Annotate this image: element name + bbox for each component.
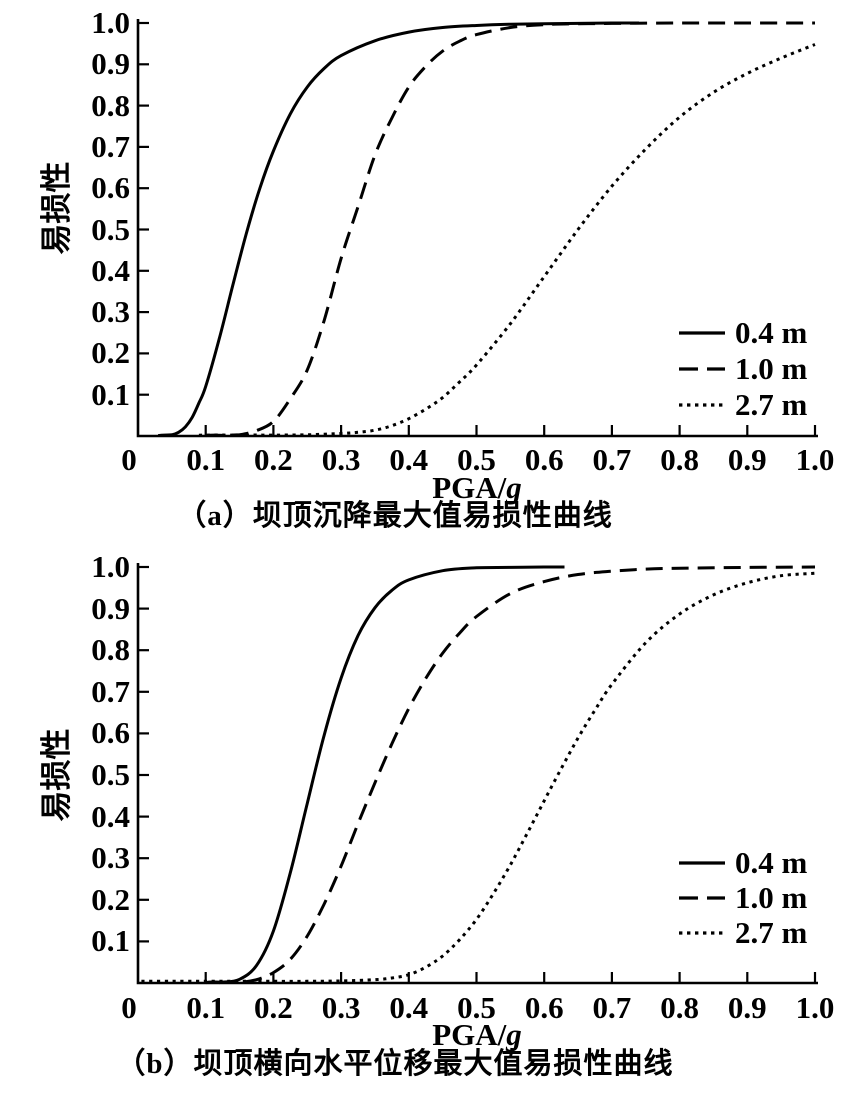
chart-a-x-tick-label: 0.5: [457, 442, 496, 477]
dotted-line-swatch-icon: [679, 931, 725, 935]
chart-b-x-axis-label-symbol: g: [506, 1017, 522, 1052]
solid-line-swatch-icon: [679, 331, 725, 335]
chart-a-curve-27m: [198, 43, 816, 437]
chart-b-x-tick-label: 0.9: [727, 990, 767, 1025]
chart-b-x-tick-label: 0.1: [186, 990, 226, 1025]
chart-b-y-tick-label: 0.6: [91, 715, 130, 751]
chart-a-x-tick-label: 0.9: [727, 442, 767, 477]
chart-b-y-tick-label: 0.7: [91, 673, 130, 709]
chart-b-x-tick-label: 0.6: [524, 990, 564, 1025]
chart-b-x-tick-label: 0.7: [592, 990, 632, 1025]
chart-a-y-tick-label: 0.6: [91, 170, 130, 206]
chart-b-legend-item: 1.0 m: [678, 882, 807, 914]
chart-b-legend-label: 1.0 m: [735, 880, 808, 915]
chart-a-x-axis-label-text: PGA/: [432, 470, 507, 505]
chart-b-axes: [136, 563, 818, 985]
chart-b-x-tick-label: 0.3: [321, 990, 361, 1025]
chart-b-y-tick-label: 1.0: [91, 549, 130, 584]
chart-a-curve-10m: [205, 21, 815, 438]
chart-a-x-tick-label: 0.6: [524, 442, 564, 477]
chart-b-legend-item: 0.4 m: [678, 847, 807, 879]
chart-a-legend-item: 0.4 m: [678, 317, 807, 349]
solid-line-swatch-icon: [679, 861, 725, 865]
chart-b-legend-label: 0.4 m: [735, 845, 808, 880]
chart-a-y-tick-label: 0.8: [91, 87, 130, 123]
chart-a-legend-item: 1.0 m: [678, 353, 807, 385]
chart-b-curve-27m: [141, 571, 816, 983]
chart-a-legend-label: 0.4 m: [735, 315, 808, 350]
chart-b-y-tick-label: 0.4: [91, 798, 130, 834]
chart-b-curve-04m: [205, 565, 565, 985]
chart-a-y-tick-label: 0.4: [91, 252, 130, 288]
chart-a-y-tick-label: 0.2: [91, 335, 130, 371]
dashed-line-swatch-icon: [679, 896, 725, 900]
chart-b-x-axis-label: PGA/g: [138, 1019, 816, 1051]
chart-b-y-tick-label: 0.1: [91, 923, 130, 959]
chart-b-legend-item: 2.7 m: [678, 917, 807, 949]
chart-a-y-tick-label: 0.9: [91, 46, 130, 82]
chart-b-y-tick-label: 0.2: [91, 881, 130, 917]
chart-b-curve-10m: [218, 565, 816, 985]
chart-a-x-tick-label: 0.1: [186, 442, 226, 477]
panel-b: 易损性 0.1 0.2 0.3 0.4 0.5 0.6 0.7 0.8 0.9 1.0 0 0.1 0…: [0, 545, 859, 1093]
chart-b-x-tick-label: 1.0: [795, 990, 835, 1025]
chart-a-x-tick-label: 0.7: [592, 442, 632, 477]
panel-a: 易损性 0.1 0.2 0.3 0.4 0.5 0.6 0.7 0.8 0.9 1.0 0 0.1 0…: [0, 0, 859, 545]
chart-a-caption: （a）坝顶沉降最大值易损性曲线: [177, 500, 613, 532]
chart-b-caption: （b）坝顶横向水平位移最大值易损性曲线: [116, 1048, 674, 1080]
chart-a-x-axis-label: PGA/g: [138, 472, 816, 504]
chart-b-x-tick-label: 0.5: [457, 990, 496, 1025]
chart-a-x-tick-label: 0.2: [254, 442, 293, 477]
chart-a-y-tick-label: 1.0: [91, 5, 130, 40]
chart-b-y-tick-label: 0.9: [91, 590, 130, 626]
chart-b-y-tick-label: 0.3: [91, 840, 130, 876]
chart-a-x-tick-label: 0.3: [321, 442, 361, 477]
chart-b-plot-area: [136, 563, 818, 985]
chart-b-legend-label: 2.7 m: [735, 915, 808, 950]
chart-a-curve-04m: [157, 21, 640, 438]
chart-b-x-tick-label: 0.4: [389, 990, 429, 1025]
chart-a-x-tick-label: 0: [121, 442, 137, 477]
chart-a-plot-area: [136, 19, 818, 438]
chart-a-x-tick-label: 0.4: [389, 442, 429, 477]
dotted-line-swatch-icon: [679, 403, 725, 407]
chart-a-y-tick-label: 0.3: [91, 294, 130, 330]
chart-b-x-tick-label: 0.8: [660, 990, 699, 1025]
chart-a-x-tick-label: 0.8: [660, 442, 699, 477]
chart-a-y-tick-label: 0.7: [91, 128, 130, 164]
chart-a-y-tick-label: 0.5: [91, 211, 130, 247]
chart-a-axes: [136, 19, 818, 438]
chart-b-y-tick-label: 0.8: [91, 632, 130, 668]
chart-b-x-tick-label: 0.2: [254, 990, 293, 1025]
chart-b-x-tick-label: 0: [121, 990, 137, 1025]
chart-b-y-tick-label: 0.5: [91, 757, 130, 792]
chart-a-legend-label: 1.0 m: [735, 351, 808, 386]
chart-a-legend-item: 2.7 m: [678, 389, 807, 421]
dashed-line-swatch-icon: [679, 367, 725, 371]
chart-a-x-tick-label: 1.0: [795, 442, 835, 477]
chart-a-x-axis-label-symbol: g: [506, 470, 522, 505]
chart-b-x-axis-label-text: PGA/: [432, 1017, 507, 1052]
chart-a-y-tick-label: 0.1: [91, 376, 130, 412]
chart-a-legend-label: 2.7 m: [735, 387, 808, 422]
